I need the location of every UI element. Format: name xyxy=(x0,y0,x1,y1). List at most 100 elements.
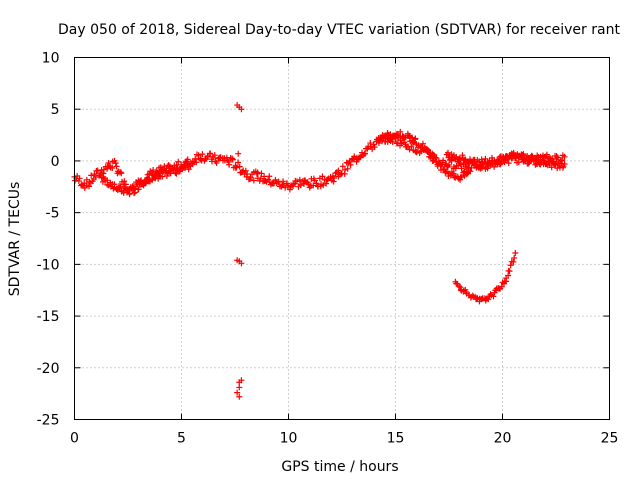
data-point xyxy=(505,160,512,167)
data-point xyxy=(117,183,124,190)
data-point xyxy=(506,268,513,275)
data-point xyxy=(172,169,179,176)
y-tick-label: -10 xyxy=(37,257,60,273)
data-point xyxy=(170,166,177,173)
data-point xyxy=(100,166,107,173)
data-point xyxy=(554,154,561,161)
data-point xyxy=(236,163,243,170)
data-point xyxy=(211,152,218,159)
data-point xyxy=(226,161,233,168)
data-point xyxy=(510,149,517,156)
plot-frame xyxy=(74,57,610,420)
data-point xyxy=(478,164,485,171)
data-point xyxy=(389,138,396,145)
data-point xyxy=(262,177,269,184)
series-low-arc xyxy=(452,249,519,305)
data-point xyxy=(187,163,194,170)
data-point xyxy=(440,157,447,164)
data-point xyxy=(332,170,339,177)
data-point xyxy=(112,160,119,167)
data-point xyxy=(530,157,537,164)
data-point xyxy=(511,254,518,261)
data-point xyxy=(482,155,489,162)
data-point xyxy=(266,173,273,180)
data-point xyxy=(419,140,426,147)
data-point xyxy=(121,178,128,185)
data-point xyxy=(361,150,368,157)
data-point xyxy=(213,159,220,166)
data-point xyxy=(192,155,199,162)
data-point xyxy=(335,167,342,174)
data-point xyxy=(431,154,438,161)
x-tick-label: 20 xyxy=(494,431,512,447)
data-point xyxy=(284,180,291,187)
data-point xyxy=(341,166,348,173)
data-point xyxy=(92,174,99,181)
data-point xyxy=(561,153,568,160)
data-point xyxy=(91,171,98,178)
axis-ticks: 0 5 10 15 20 25 10 5 0 -5 -10 -15 -20 -25 xyxy=(37,51,619,447)
data-point xyxy=(402,134,409,141)
data-point xyxy=(280,178,287,185)
data-point xyxy=(229,156,236,163)
chart-title: Day 050 of 2018, Sidereal Day-to-day VTE… xyxy=(58,22,620,38)
data-point xyxy=(448,157,455,164)
data-point xyxy=(319,173,326,180)
data-point xyxy=(356,154,363,161)
x-tick-label: 15 xyxy=(387,431,405,447)
data-point xyxy=(548,164,555,171)
data-point xyxy=(456,155,463,162)
data-point xyxy=(409,134,416,141)
data-point xyxy=(135,186,142,193)
data-point xyxy=(539,152,546,159)
y-tick-label: -25 xyxy=(37,413,60,429)
x-tick-label: 0 xyxy=(70,431,79,447)
data-point xyxy=(235,159,242,166)
data-point xyxy=(199,151,206,158)
data-point xyxy=(165,162,172,169)
data-point xyxy=(485,296,492,303)
data-point xyxy=(130,190,137,197)
data-point xyxy=(520,151,527,158)
series-late-band xyxy=(443,149,568,172)
data-point xyxy=(430,151,437,158)
data-point xyxy=(234,389,241,396)
data-point xyxy=(238,106,245,113)
data-point xyxy=(458,165,465,172)
data-point xyxy=(313,180,320,187)
data-point xyxy=(412,136,419,143)
data-point xyxy=(233,164,240,171)
data-point xyxy=(76,175,83,182)
data-point xyxy=(456,283,463,290)
y-tick-label: 10 xyxy=(42,51,60,67)
data-point xyxy=(250,177,257,184)
data-point xyxy=(193,159,200,166)
data-point xyxy=(154,169,161,176)
data-point xyxy=(105,159,112,166)
data-point xyxy=(175,158,182,165)
data-point xyxy=(512,249,519,256)
series-isolated-points xyxy=(234,102,245,400)
y-tick-label: -20 xyxy=(37,361,60,377)
data-point xyxy=(236,393,243,400)
data-point xyxy=(408,143,415,150)
data-point xyxy=(86,178,93,185)
data-point xyxy=(238,260,245,267)
data-point xyxy=(398,140,405,147)
data-point xyxy=(351,153,358,160)
data-point xyxy=(229,155,236,162)
data-point xyxy=(433,158,440,165)
x-tick-label: 5 xyxy=(177,431,186,447)
data-points xyxy=(71,102,568,400)
data-point xyxy=(234,257,241,264)
data-point xyxy=(207,150,214,157)
data-point xyxy=(144,174,151,181)
data-point xyxy=(138,177,145,184)
data-point xyxy=(115,168,122,175)
data-point xyxy=(159,173,166,180)
data-point xyxy=(437,161,444,168)
y-tick-label: 0 xyxy=(51,154,60,170)
data-point xyxy=(150,167,157,174)
data-point xyxy=(109,164,116,171)
